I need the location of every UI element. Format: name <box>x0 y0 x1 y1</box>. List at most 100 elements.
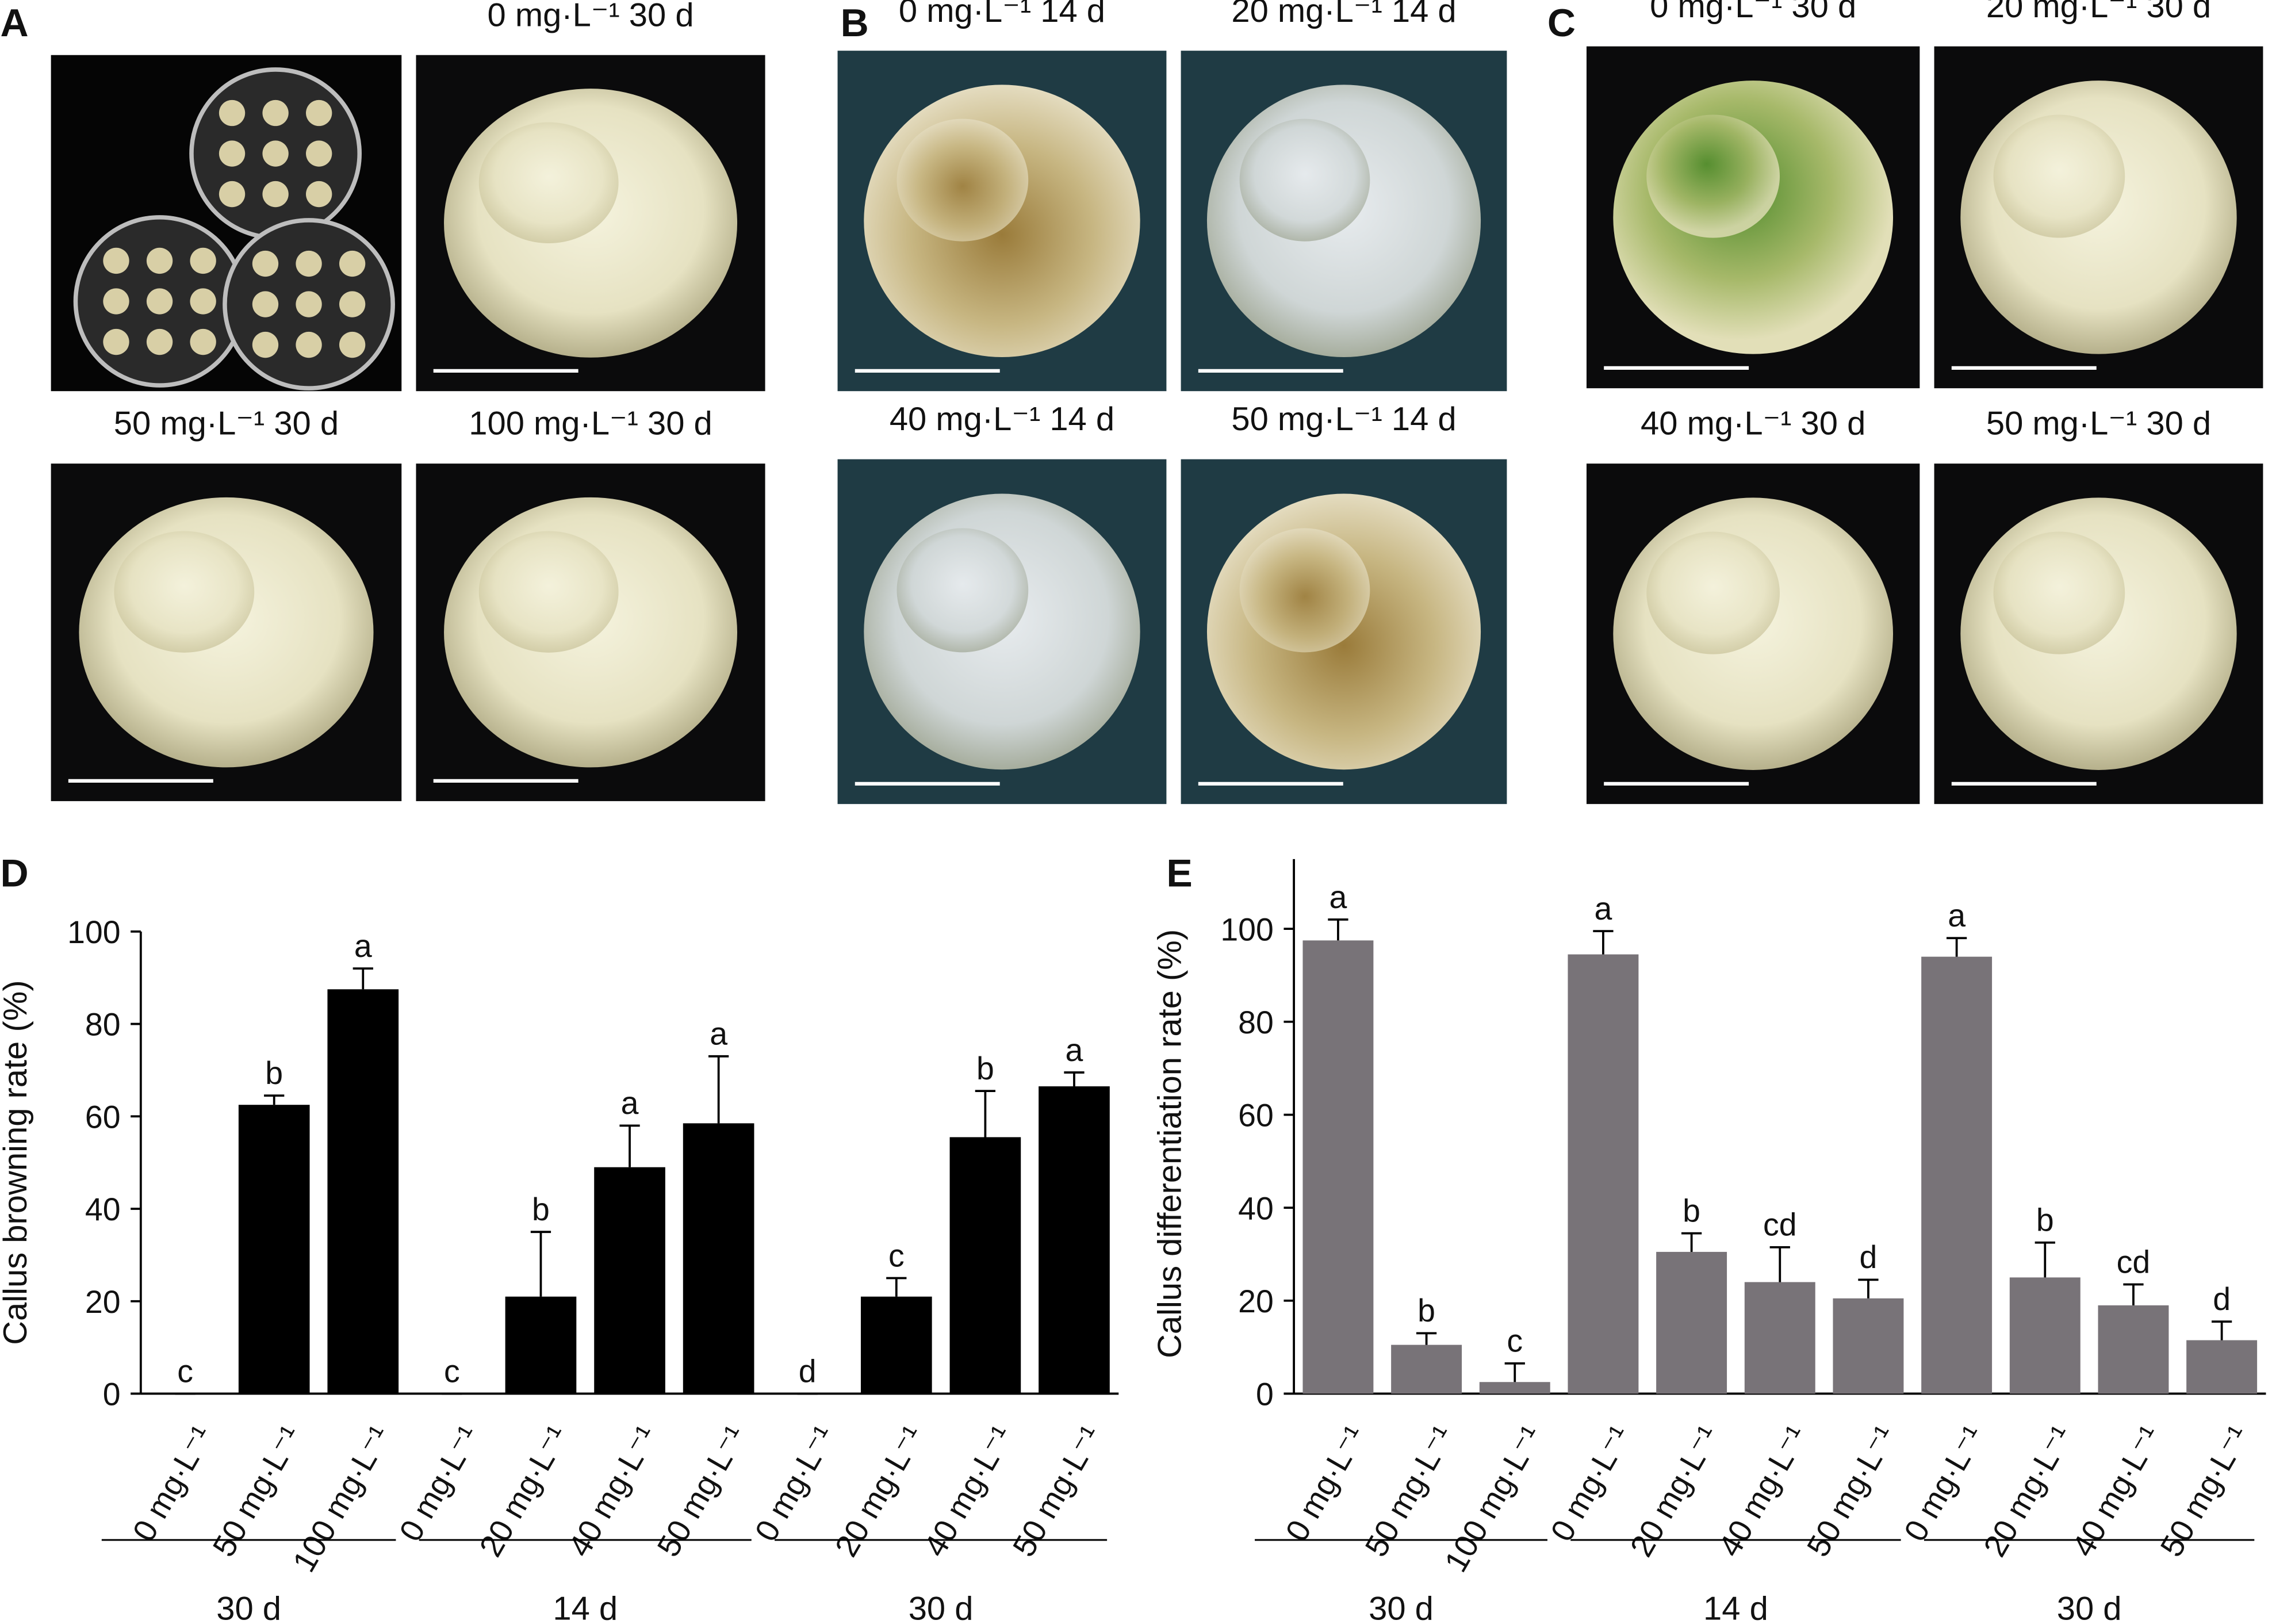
callus-piece <box>252 331 279 358</box>
bar <box>2098 1305 2169 1394</box>
significance-letter: a <box>1948 898 1966 933</box>
callus-piece <box>146 247 173 274</box>
error-bar <box>1946 937 1967 957</box>
significance-letter: c <box>177 1353 193 1389</box>
y-axis-title: Callus differentiation rate (%) <box>1152 929 1189 1358</box>
significance-letter: d <box>2213 1281 2231 1317</box>
callus-piece <box>252 291 279 317</box>
x-tick-label: 20 mg·L⁻¹ <box>472 1420 575 1562</box>
photo-caption: 50 mg·L⁻¹ 14 d <box>1231 401 1456 438</box>
x-tick-label: 0 mg·L⁻¹ <box>1897 1420 1991 1548</box>
callus-piece <box>262 140 289 167</box>
x-tick-label: 50 mg·L⁻¹ <box>2154 1420 2256 1562</box>
photo-caption: 40 mg·L⁻¹ 14 d <box>890 401 1114 438</box>
error-bar <box>886 1277 907 1297</box>
error-bar <box>1416 1332 1437 1345</box>
significance-letter: c <box>444 1353 460 1389</box>
callus-piece <box>190 328 216 355</box>
y-tick-label: 100 <box>67 914 120 950</box>
error-bar <box>1681 1232 1702 1252</box>
group-label: 14 d <box>1703 1590 1768 1624</box>
callus-piece <box>103 288 129 315</box>
error-bar <box>1064 1071 1085 1087</box>
x-tick-label: 0 mg·L⁻¹ <box>748 1420 842 1548</box>
y-tick-label: 80 <box>1238 1005 1274 1040</box>
callus-piece <box>190 247 216 274</box>
callus-piece <box>339 291 366 317</box>
x-tick-label: 0 mg·L⁻¹ <box>1278 1420 1373 1548</box>
x-tick-label: 20 mg·L⁻¹ <box>1623 1420 1726 1562</box>
significance-letter: a <box>1066 1032 1083 1068</box>
error-bar <box>2211 1320 2232 1340</box>
callus <box>1239 528 1370 653</box>
x-tick-label: 40 mg·L⁻¹ <box>2065 1420 2168 1562</box>
x-tick-label: 50 mg·L⁻¹ <box>1006 1420 1109 1562</box>
x-tick-label: 40 mg·L⁻¹ <box>917 1420 1020 1562</box>
error-bar <box>264 1094 285 1105</box>
bar <box>1656 1251 1727 1394</box>
y-tick-label: 0 <box>1256 1377 1274 1412</box>
y-tick-label: 20 <box>85 1284 121 1320</box>
bar <box>327 989 399 1394</box>
callus-piece <box>306 99 332 127</box>
photo-caption: 0 mg·L⁻¹ 30 d <box>1650 0 1856 25</box>
significance-letter: b <box>1683 1193 1700 1228</box>
photo-caption: 50 mg·L⁻¹ 30 d <box>1986 405 2211 442</box>
y-tick-label: 0 <box>103 1377 121 1412</box>
x-tick-label: 0 mg·L⁻¹ <box>126 1420 220 1548</box>
callus-piece <box>306 140 332 167</box>
error-bar <box>1593 930 1614 955</box>
error-bar <box>2035 1241 2055 1278</box>
group-label: 14 d <box>553 1590 618 1624</box>
callus-piece <box>339 250 366 277</box>
x-tick-label: 50 mg·L⁻¹ <box>650 1420 753 1562</box>
y-tick-label: 60 <box>1238 1098 1274 1133</box>
photo-caption: 50 mg·L⁻¹ 30 d <box>114 405 339 442</box>
bar <box>1833 1298 1904 1394</box>
callus-piece <box>296 331 322 358</box>
callus-piece <box>219 99 246 127</box>
callus <box>478 122 619 244</box>
significance-letter: b <box>265 1055 283 1091</box>
significance-letter: b <box>2036 1202 2054 1238</box>
error-bar <box>975 1090 996 1137</box>
callus <box>478 531 619 653</box>
photo-caption: 20 mg·L⁻¹ 30 d <box>1986 0 2211 25</box>
callus-piece <box>146 328 173 355</box>
bar <box>2009 1277 2081 1394</box>
panel-label: C <box>1547 1 1576 45</box>
callus-piece <box>190 288 216 315</box>
error-bar <box>530 1231 551 1297</box>
y-tick-label: 40 <box>1238 1190 1274 1226</box>
panel-label: A <box>0 1 28 45</box>
bar <box>860 1296 932 1394</box>
y-tick-label: 80 <box>85 1007 121 1043</box>
significance-letter: b <box>976 1051 994 1086</box>
bar <box>1039 1086 1110 1394</box>
panel-label: B <box>841 1 869 45</box>
significance-letter: c <box>888 1238 905 1273</box>
bar <box>1568 954 1639 1394</box>
callus <box>896 528 1029 653</box>
bar <box>505 1296 577 1394</box>
callus <box>1993 531 2125 654</box>
significance-letter: b <box>532 1192 550 1227</box>
callus <box>1646 114 1780 238</box>
x-tick-label: 40 mg·L⁻¹ <box>561 1420 664 1562</box>
bar <box>238 1105 310 1394</box>
photo-caption: 0 mg·L⁻¹ 14 d <box>899 0 1105 29</box>
y-tick-label: 100 <box>1220 911 1273 947</box>
group-label: 30 d <box>216 1590 281 1624</box>
significance-letter: a <box>1595 891 1612 926</box>
callus-piece <box>339 331 366 358</box>
significance-letter: d <box>1860 1239 1878 1275</box>
callus-piece <box>296 291 322 317</box>
panel-label: E <box>1166 852 1192 895</box>
x-tick-label: 0 mg·L⁻¹ <box>1543 1420 1638 1548</box>
photo-caption: 100 mg·L⁻¹ 30 d <box>469 405 712 442</box>
callus <box>114 531 255 653</box>
y-tick-label: 60 <box>85 1099 121 1135</box>
callus-piece <box>262 99 289 127</box>
callus-piece <box>146 288 173 315</box>
callus <box>1646 531 1780 654</box>
